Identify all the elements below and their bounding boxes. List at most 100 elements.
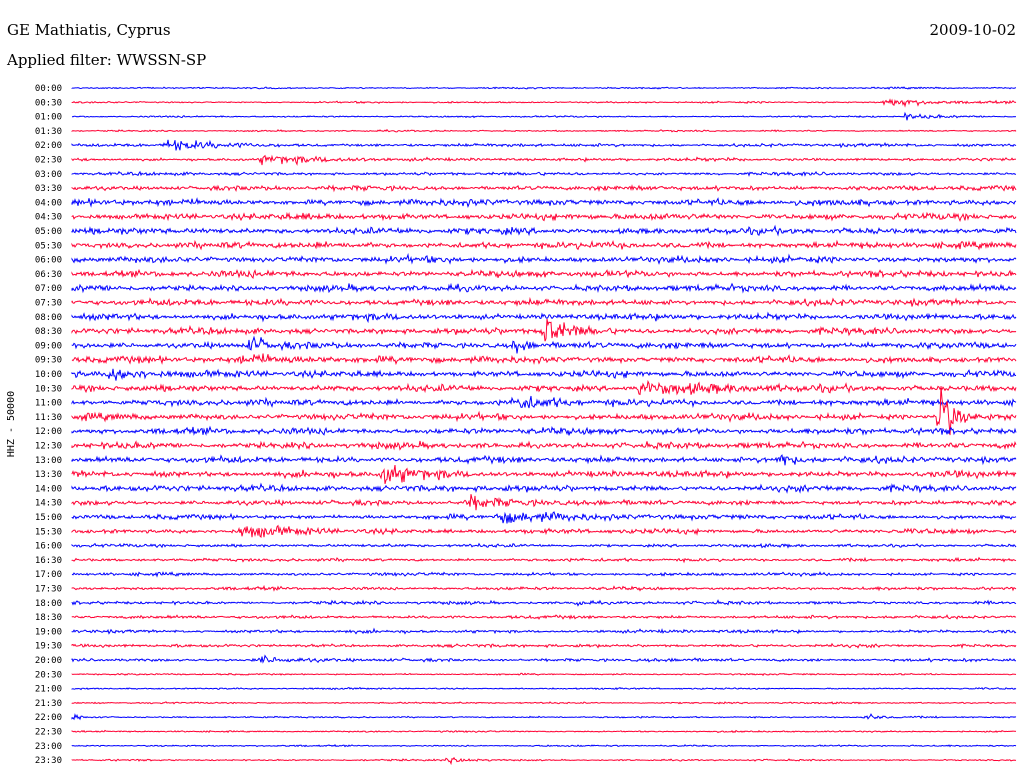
time-label: 13:30 bbox=[35, 470, 62, 480]
seismic-trace bbox=[71, 584, 1017, 592]
time-label: 18:30 bbox=[35, 613, 62, 623]
seismic-trace bbox=[71, 713, 1017, 721]
time-label: 10:30 bbox=[35, 384, 62, 394]
seismic-trace bbox=[71, 368, 1017, 381]
seismic-trace bbox=[71, 524, 1017, 539]
time-label: 15:00 bbox=[35, 513, 62, 523]
seismic-trace bbox=[71, 296, 1017, 307]
seismic-trace bbox=[71, 282, 1017, 294]
seismic-trace bbox=[71, 614, 1017, 620]
seismic-trace bbox=[71, 465, 1017, 485]
seismic-trace bbox=[71, 686, 1017, 691]
time-label: 16:00 bbox=[35, 542, 62, 552]
seismic-trace bbox=[71, 268, 1017, 279]
seismic-trace bbox=[71, 111, 1017, 121]
time-label: 04:00 bbox=[35, 198, 62, 208]
seismic-trace bbox=[71, 701, 1017, 705]
time-label: 04:30 bbox=[35, 213, 62, 223]
time-label: 13:00 bbox=[35, 456, 62, 466]
time-label: 23:30 bbox=[35, 756, 62, 766]
seismic-trace bbox=[71, 395, 1017, 409]
time-label: 15:30 bbox=[35, 527, 62, 537]
applied-filter: Applied filter: WWSSN-SP bbox=[7, 51, 207, 69]
seismic-trace bbox=[71, 482, 1017, 494]
seismic-trace bbox=[71, 672, 1017, 677]
seismic-trace bbox=[71, 184, 1017, 193]
seismic-trace bbox=[71, 386, 1017, 436]
seismic-trace bbox=[71, 335, 1017, 354]
time-label: 18:00 bbox=[35, 599, 62, 609]
time-label: 22:00 bbox=[35, 713, 62, 723]
seismic-trace bbox=[71, 440, 1017, 451]
seismic-trace bbox=[71, 494, 1017, 511]
time-label: 05:30 bbox=[35, 241, 62, 251]
seismic-trace bbox=[71, 353, 1017, 366]
time-label: 02:30 bbox=[35, 156, 62, 166]
time-label: 01:30 bbox=[35, 127, 62, 137]
time-label: 17:30 bbox=[35, 585, 62, 595]
time-label: 20:00 bbox=[35, 656, 62, 666]
seismic-trace bbox=[71, 170, 1016, 177]
time-label: 20:30 bbox=[35, 670, 62, 680]
seismic-trace bbox=[71, 252, 1017, 265]
station-name: GE Mathiatis, Cyprus bbox=[7, 21, 171, 39]
seismic-trace bbox=[71, 654, 1016, 664]
seismic-trace bbox=[71, 599, 1017, 607]
time-label: 11:00 bbox=[35, 399, 62, 409]
time-label: 14:30 bbox=[35, 499, 62, 509]
time-label: 09:00 bbox=[35, 341, 62, 351]
seismic-trace bbox=[71, 86, 1017, 90]
time-label: 03:00 bbox=[35, 170, 62, 180]
seismic-trace bbox=[71, 139, 1017, 151]
time-label: 06:00 bbox=[35, 256, 62, 266]
time-label: 10:00 bbox=[35, 370, 62, 380]
time-label: 14:00 bbox=[35, 484, 62, 494]
time-label: 23:00 bbox=[35, 742, 62, 752]
seismic-trace bbox=[71, 571, 1017, 578]
time-label: 16:30 bbox=[35, 556, 62, 566]
time-label: 19:00 bbox=[35, 627, 62, 637]
seismic-trace bbox=[71, 627, 1017, 635]
seismic-trace bbox=[71, 224, 1017, 237]
time-label: 01:00 bbox=[35, 113, 62, 123]
time-label: 06:30 bbox=[35, 270, 62, 280]
time-label: 08:00 bbox=[35, 313, 62, 323]
time-label: 02:00 bbox=[35, 141, 62, 151]
seismic-trace bbox=[71, 756, 1017, 766]
seismic-trace bbox=[71, 128, 1017, 133]
seismic-trace bbox=[71, 197, 1017, 208]
seismic-trace bbox=[71, 379, 1017, 396]
time-label: 21:00 bbox=[35, 685, 62, 695]
time-label: 03:30 bbox=[35, 184, 62, 194]
time-label: 09:30 bbox=[35, 356, 62, 366]
time-label: 12:30 bbox=[35, 442, 62, 452]
seismic-trace bbox=[71, 154, 1017, 166]
time-label: 11:30 bbox=[35, 413, 62, 423]
seismic-trace bbox=[71, 425, 1017, 437]
seismic-trace bbox=[71, 542, 1017, 549]
time-label: 22:30 bbox=[35, 728, 62, 738]
time-label: 08:30 bbox=[35, 327, 62, 337]
time-label: 21:30 bbox=[35, 699, 62, 709]
time-label: 05:00 bbox=[35, 227, 62, 237]
time-label: 12:00 bbox=[35, 427, 62, 437]
seismic-trace bbox=[71, 211, 1017, 222]
seismic-trace bbox=[71, 311, 1017, 324]
seismic-trace bbox=[71, 454, 1017, 466]
record-date: 2009-10-02 bbox=[929, 21, 1016, 39]
seismic-trace bbox=[71, 729, 1017, 734]
seismic-trace bbox=[71, 239, 1017, 251]
seismic-trace bbox=[71, 511, 1017, 524]
seismic-trace bbox=[71, 98, 1017, 108]
seismic-trace bbox=[71, 743, 1017, 748]
time-label: 07:00 bbox=[35, 284, 62, 294]
time-label: 07:30 bbox=[35, 299, 62, 309]
time-label: 19:30 bbox=[35, 642, 62, 652]
time-label: 17:00 bbox=[35, 570, 62, 580]
seismic-trace bbox=[71, 556, 1017, 564]
seismic-trace bbox=[71, 642, 1017, 649]
seismic-trace bbox=[71, 318, 1017, 342]
time-label: 00:30 bbox=[35, 98, 62, 108]
time-label: 00:00 bbox=[35, 84, 62, 94]
